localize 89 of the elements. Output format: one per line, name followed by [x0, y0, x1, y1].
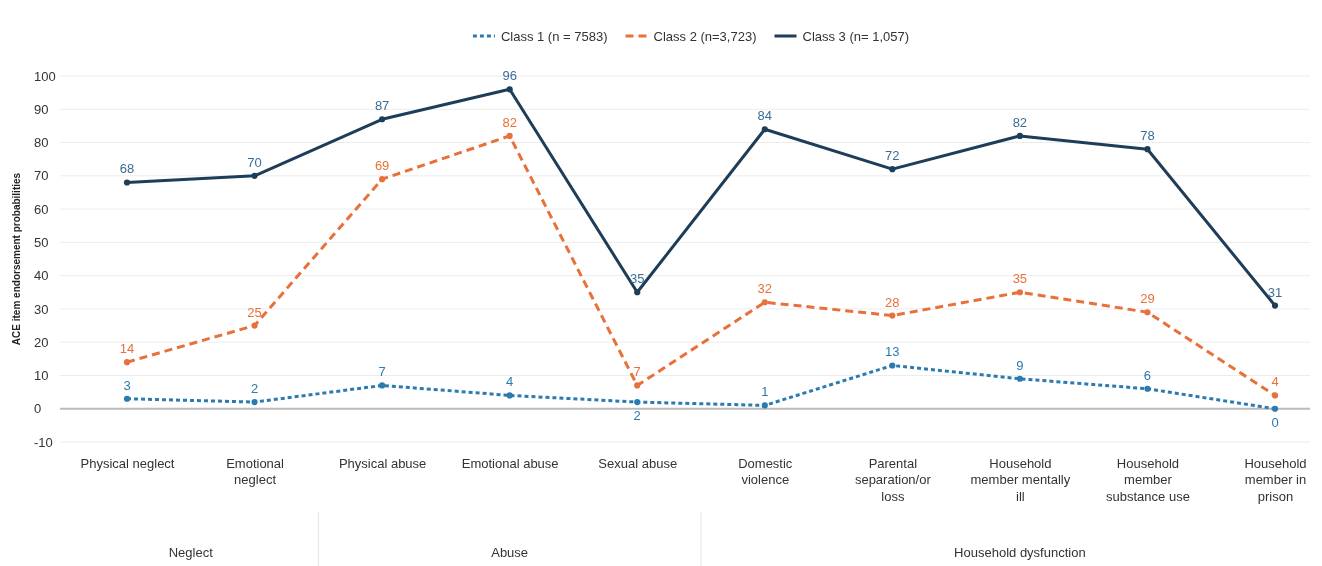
point: [761, 402, 768, 409]
data-label: 69: [374, 158, 390, 174]
point: [379, 382, 386, 389]
x-tick-label: Emotional abuse: [461, 456, 559, 472]
x-tick-label: Physical abuse: [338, 456, 427, 472]
text: Household dysfunction: [954, 545, 1086, 560]
x-tick-label: Physical neglect: [80, 456, 175, 472]
data-label: 9: [1016, 357, 1024, 373]
point: [1271, 302, 1279, 309]
point: [506, 86, 513, 93]
text: Neglect: [168, 545, 214, 560]
point: [1271, 392, 1279, 399]
point: [1144, 385, 1151, 392]
data-label: 72: [885, 148, 900, 164]
point: [123, 395, 131, 402]
point: [889, 312, 896, 319]
point: [123, 359, 131, 366]
y-tick-label: 90: [34, 101, 49, 117]
data-label: 35: [629, 271, 645, 287]
point: [761, 299, 768, 306]
data-label: 82: [1012, 114, 1028, 130]
y-tick-label: 40: [34, 268, 49, 284]
y-tick-label: 20: [34, 334, 49, 350]
x-tick-label: Emotional neglect: [226, 456, 285, 488]
point: [889, 362, 896, 369]
point: [379, 116, 386, 123]
data-label: 78: [1140, 128, 1155, 144]
y-axis-title: ACE item endorsement probabilities: [11, 172, 22, 346]
y-tick-label: 30: [34, 301, 49, 317]
y-tick-label: 100: [34, 68, 56, 84]
data-label: 87: [374, 98, 390, 114]
x-tick-label: Domestic violence: [738, 456, 793, 488]
x-tick-label: Household member in prison: [1244, 456, 1307, 504]
point: [761, 126, 768, 133]
point: [251, 172, 258, 179]
point: [634, 382, 641, 389]
y-tick-label: 60: [34, 201, 49, 217]
data-label: 4: [506, 374, 514, 390]
data-label: 32: [757, 281, 773, 297]
x-tick-label: Household member mentally ill: [970, 456, 1071, 504]
data-label: 82: [502, 114, 517, 130]
data-label: 2: [250, 381, 259, 397]
data-label: 84: [757, 108, 773, 124]
data-label: 31: [1267, 284, 1283, 300]
point: [251, 322, 258, 329]
data-label: 29: [1140, 291, 1155, 307]
data-label: 28: [885, 294, 900, 310]
point: [123, 179, 131, 186]
legend-label: Class 2 (n=3,723): [653, 29, 757, 44]
point: [1016, 289, 1023, 296]
data-label: 2: [633, 408, 641, 424]
data-label: 3: [123, 377, 131, 393]
data-label: 6: [1143, 367, 1152, 383]
point: [506, 392, 513, 399]
point: [1144, 146, 1151, 153]
point: [1271, 405, 1279, 412]
point: [251, 398, 258, 406]
point: [634, 398, 641, 406]
y-tick-label: -10: [34, 434, 53, 450]
point: [889, 166, 896, 173]
y-tick-label: 80: [34, 135, 49, 151]
legend-label: Class 3 (n= 1,057): [802, 29, 910, 44]
y-tick-label: 70: [34, 168, 49, 184]
data-label: 96: [502, 68, 517, 84]
y-tick-label: 50: [34, 235, 49, 251]
text: Abuse: [491, 545, 529, 560]
legend-label: Class 1 (n = 7583): [500, 29, 608, 44]
point: [1016, 375, 1023, 382]
data-label: 7: [378, 364, 386, 380]
x-tick-label: Parental separation/or loss: [854, 456, 932, 504]
data-label: 35: [1012, 271, 1028, 287]
data-label: 70: [247, 154, 262, 170]
data-label: 13: [885, 344, 900, 360]
point: [634, 289, 641, 296]
y-tick-label: 0: [34, 401, 42, 417]
point: [506, 132, 513, 139]
y-tick-label: 10: [34, 368, 49, 384]
x-tick-label: Sexual abuse: [598, 456, 678, 472]
data-label: 25: [247, 304, 262, 320]
data-label: 68: [119, 161, 135, 177]
data-label: 4: [1271, 374, 1279, 390]
point: [379, 176, 386, 183]
data-label: 1: [761, 384, 769, 400]
data-label: 0: [1271, 414, 1279, 430]
point: [1016, 132, 1023, 139]
x-tick-label: Household member substance use: [1106, 456, 1190, 504]
point: [1144, 309, 1151, 316]
data-label: 7: [633, 364, 641, 380]
data-label: 14: [119, 341, 135, 357]
